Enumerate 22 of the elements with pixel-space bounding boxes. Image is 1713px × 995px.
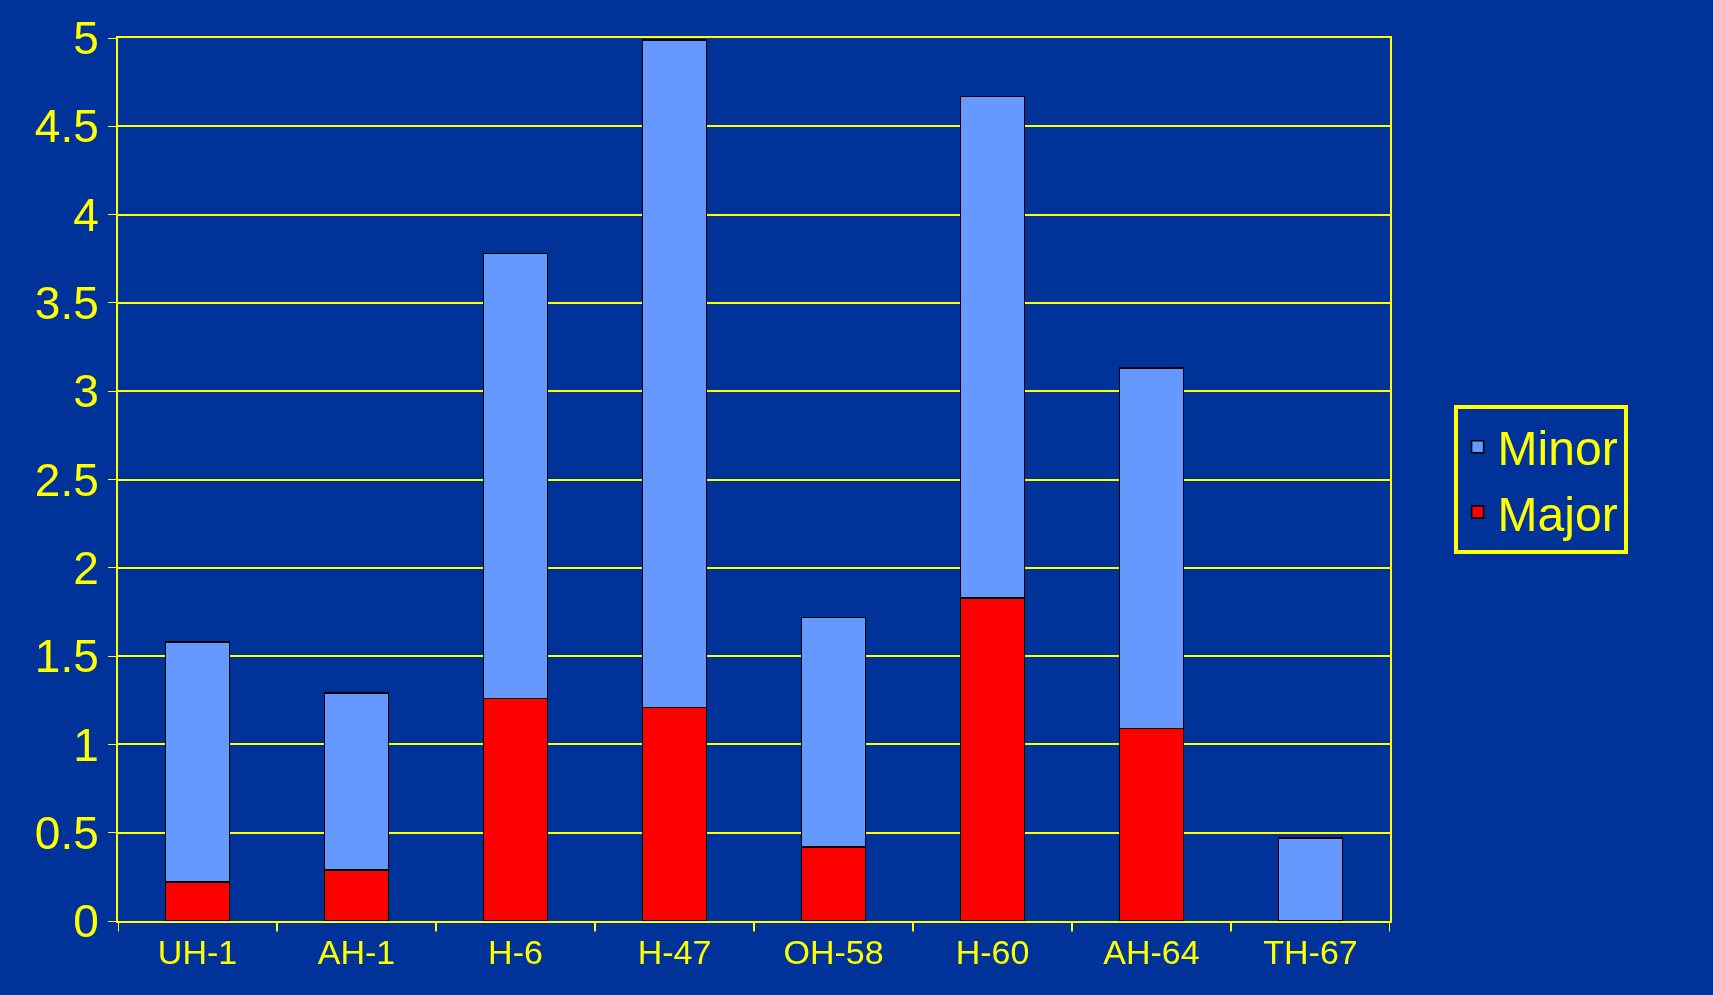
y-tick-label: 3	[73, 365, 99, 418]
legend-label: Major	[1497, 487, 1618, 541]
x-tick-label: H-47	[637, 932, 712, 971]
y-tick-label: 1	[73, 718, 99, 771]
y-tick-label: 4.5	[34, 100, 99, 153]
x-tick-label: OH-58	[783, 932, 884, 971]
x-tick-label: AH-64	[1103, 932, 1200, 971]
x-tick-label: H-6	[488, 932, 543, 971]
y-tick-label: 3.5	[34, 277, 99, 329]
y-tick-label: 5	[73, 12, 99, 65]
x-tick-label: UH-1	[157, 932, 238, 971]
bar	[1277, 837, 1344, 921]
y-tick-label: 0	[73, 895, 99, 948]
y-tick-label: 4	[73, 188, 99, 241]
x-tick-label: AH-1	[317, 932, 396, 971]
y-tick-label: 2	[73, 541, 99, 594]
x-tick-label: H-60	[955, 932, 1030, 971]
y-tick-label: 0.5	[34, 806, 99, 859]
y-tick-label: 1.5	[34, 630, 99, 683]
y-tick-label: 2.5	[34, 453, 99, 506]
x-tick-label: TH-67	[1263, 932, 1358, 971]
legend-label: Minor	[1497, 422, 1618, 476]
